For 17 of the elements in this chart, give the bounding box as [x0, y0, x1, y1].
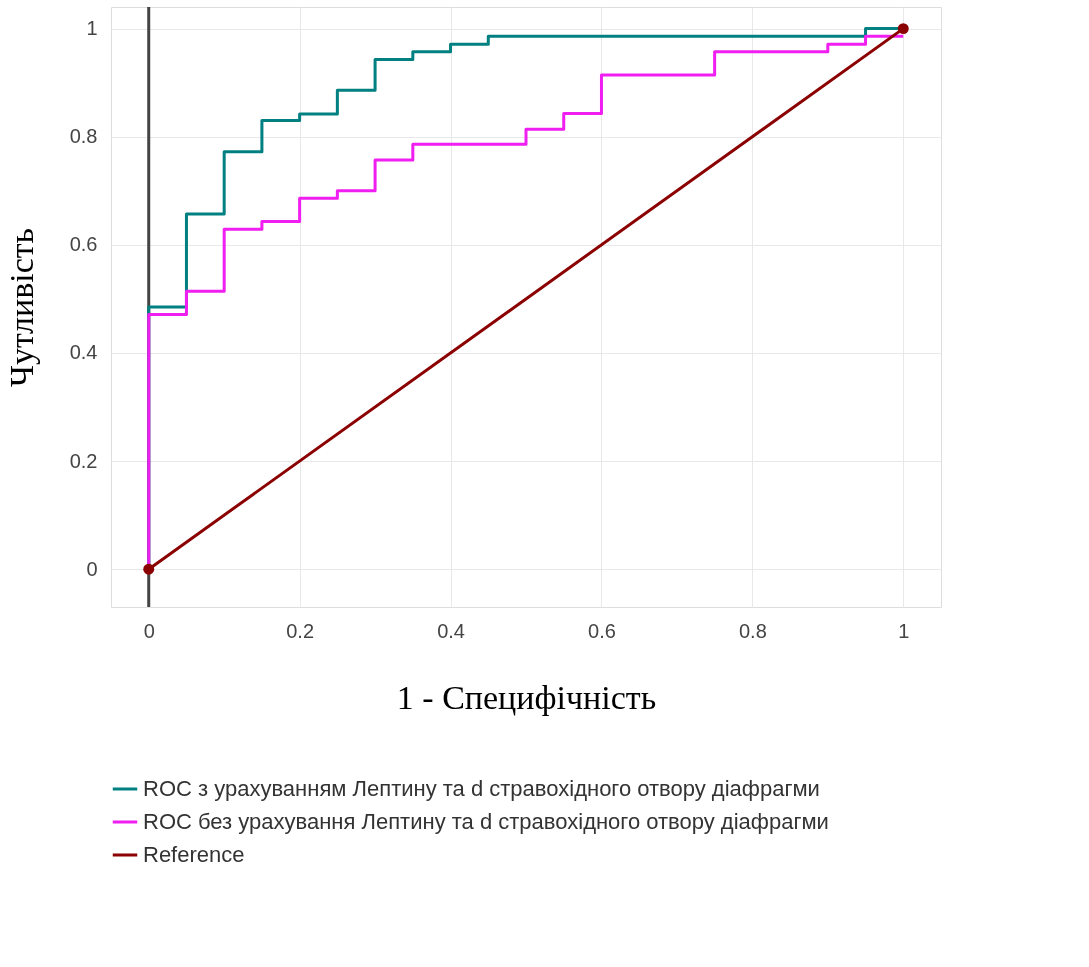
y-tick-label: 0.8: [69, 125, 98, 148]
x-tick-label: 0: [143, 619, 155, 642]
y-axis-title: Чутливість: [2, 227, 40, 388]
y-tick-label: 1: [86, 17, 98, 40]
legend-label: ROC з урахуванням Лептину та d стравохідного отвору діафрагми: [143, 776, 820, 801]
y-tick-label: 0.4: [69, 341, 98, 364]
x-axis-title: 1 - Специфічність: [396, 678, 657, 716]
x-tick-label: 0.4: [437, 619, 465, 642]
y-tick-label: 0: [86, 557, 98, 580]
legend-label: ROC без урахування Лептину та d стравохідного отвору діафрагми: [143, 809, 829, 834]
x-tick-label: 1: [898, 619, 910, 642]
legend-label: Reference: [143, 842, 245, 867]
y-tick-label: 0.2: [69, 449, 98, 472]
x-tick-label: 0.2: [286, 619, 315, 642]
x-tick-label: 0.8: [738, 619, 767, 642]
x-tick-label: 0.6: [588, 619, 616, 642]
y-tick-label: 0.6: [69, 233, 98, 256]
